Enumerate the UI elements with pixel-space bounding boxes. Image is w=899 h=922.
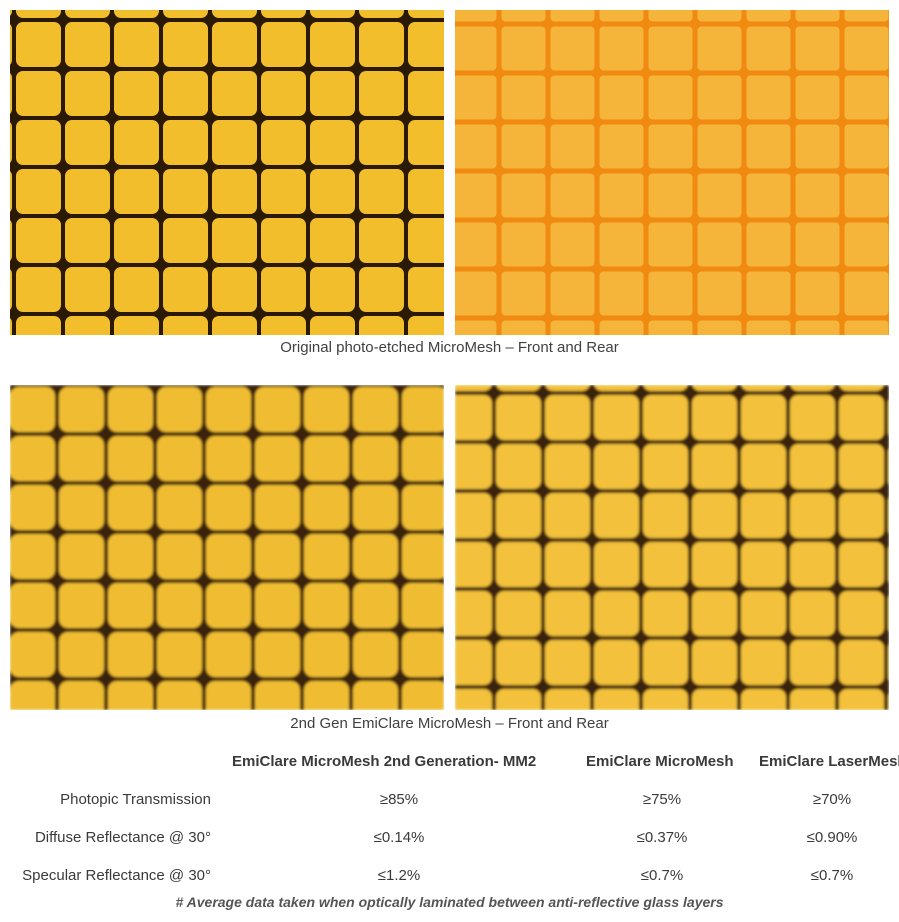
cell-micromesh-diffuse: ≤0.37% xyxy=(636,829,688,846)
caption-original-micromesh: Original photo-etched MicroMesh – Front … xyxy=(280,339,619,356)
footnote: # Average data taken when optically lami… xyxy=(175,894,724,910)
cell-mm2-diffuse: ≤0.14% xyxy=(373,829,425,846)
comparison-table: EmiClare MicroMesh 2nd Generation- MM2 E… xyxy=(0,748,899,888)
photo-2nd-gen-front xyxy=(10,385,444,710)
cell-lasermesh-diffuse: ≤0.90% xyxy=(806,829,858,846)
row-label-specular-reflectance: Specular Reflectance @ 30° xyxy=(22,867,211,884)
cell-micromesh-photopic: ≥75% xyxy=(642,791,682,808)
row-label-diffuse-reflectance: Diffuse Reflectance @ 30° xyxy=(34,829,211,846)
cell-micromesh-specular: ≤0.7% xyxy=(640,867,684,884)
photo-2nd-gen-rear xyxy=(455,385,889,710)
cell-lasermesh-specular: ≤0.7% xyxy=(810,867,854,884)
cell-mm2-photopic: ≥85% xyxy=(379,791,419,808)
row-label-photopic-transmission: Photopic Transmission xyxy=(60,791,211,808)
caption-2nd-gen-micromesh: 2nd Gen EmiClare MicroMesh – Front and R… xyxy=(290,715,609,732)
column-header-mm2: EmiClare MicroMesh 2nd Generation- MM2 xyxy=(232,753,537,770)
cell-mm2-specular: ≤1.2% xyxy=(377,867,421,884)
column-header-lasermesh: EmiClare LaserMesh xyxy=(759,753,899,770)
photo-original-front xyxy=(10,10,444,335)
cell-lasermesh-photopic: ≥70% xyxy=(812,791,852,808)
column-header-micromesh: EmiClare MicroMesh xyxy=(586,753,734,770)
photo-original-rear xyxy=(455,10,889,335)
